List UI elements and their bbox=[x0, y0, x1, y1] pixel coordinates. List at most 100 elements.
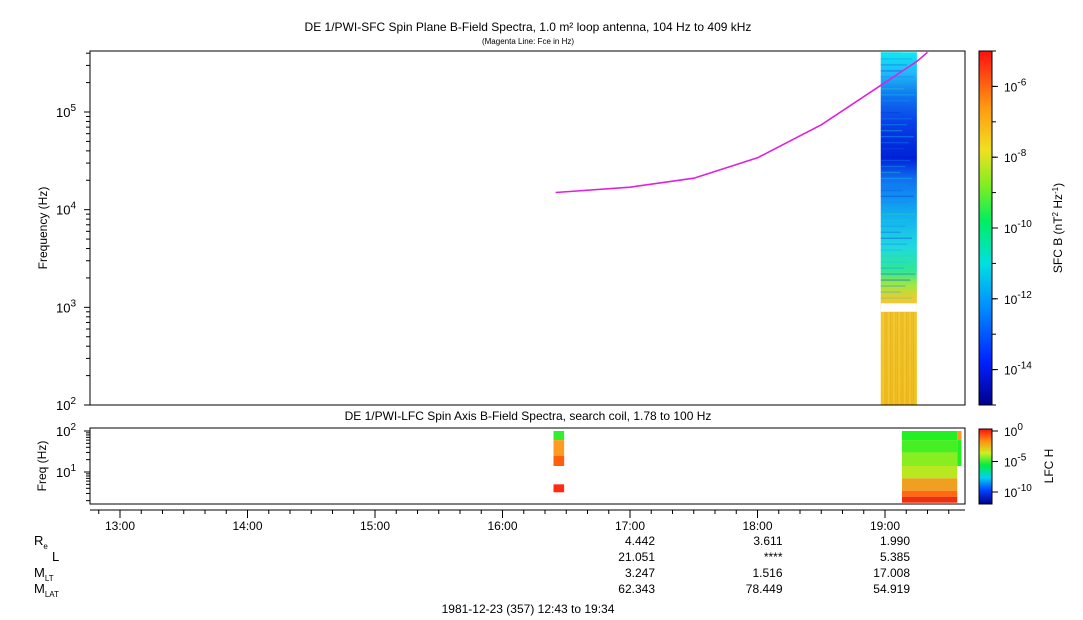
ephemeris-value: 78.449 bbox=[746, 582, 783, 596]
sfc-colorbar bbox=[978, 50, 993, 406]
sfc-spectral-row bbox=[880, 285, 906, 287]
sfc-spectral-row bbox=[880, 231, 901, 233]
ephemeris-value: 21.051 bbox=[618, 550, 655, 564]
sfc-spectral-row bbox=[880, 106, 906, 108]
sfc-spectral-row bbox=[880, 297, 912, 299]
ephemeris-value: 17.008 bbox=[873, 566, 910, 580]
lfc-colorbar-tick-label: 10-5 bbox=[1004, 453, 1027, 470]
sfc-spectral-row bbox=[880, 267, 904, 269]
ephemeris-value: 5.385 bbox=[880, 550, 910, 564]
sfc-spectral-row bbox=[880, 153, 916, 156]
sfc-y-tick-label: 102 bbox=[56, 396, 76, 413]
fce-line bbox=[555, 51, 929, 194]
sfc-spectral-column bbox=[902, 311, 904, 405]
sfc-spectral-column bbox=[905, 311, 907, 405]
sfc-spectral-column bbox=[907, 311, 909, 405]
sfc-y-axis-label: Frequency (Hz) bbox=[36, 187, 50, 270]
sfc-spectral-row bbox=[880, 225, 906, 227]
sfc-spectral-column bbox=[886, 311, 888, 405]
sfc-spectral-column bbox=[889, 311, 891, 405]
sfc-spectral-column bbox=[893, 311, 895, 405]
lfc-colorbar-tick-label: 10-10 bbox=[1004, 483, 1032, 500]
lfc-y-axis: 102 101 bbox=[56, 422, 90, 502]
sfc-spectral-row bbox=[880, 273, 916, 275]
sfc-spectral-row bbox=[880, 207, 904, 210]
lfc-spectral-cell bbox=[902, 440, 958, 453]
ephemeris-value: 1.516 bbox=[752, 566, 782, 580]
lfc-spectral-cell bbox=[902, 466, 958, 479]
sfc-spectral-column bbox=[891, 311, 893, 405]
sfc-spectral-row bbox=[880, 177, 912, 180]
time-axis: 13:00 14:00 15:00 16:00 17:00 18:00 19:00 bbox=[90, 509, 965, 533]
lfc-spectral-cell bbox=[902, 452, 958, 467]
sfc-spectral-row bbox=[880, 70, 903, 72]
sfc-y-tick-label: 105 bbox=[56, 103, 76, 120]
sfc-spectral-column bbox=[904, 311, 906, 405]
sfc-spectral-row bbox=[880, 249, 903, 251]
panel1-title: DE 1/PWI-SFC Spin Plane B-Field Spectra,… bbox=[305, 20, 752, 34]
sfc-spectral-row bbox=[880, 171, 901, 174]
lfc-y-axis-label: Freq (Hz) bbox=[35, 441, 49, 492]
sfc-spectral-row bbox=[880, 213, 916, 216]
sfc-spectral-row bbox=[880, 291, 901, 293]
sfc-spectral-row bbox=[880, 141, 909, 144]
sfc-data-gap bbox=[880, 303, 917, 312]
sfc-y-tick-label: 103 bbox=[56, 298, 76, 315]
sfc-spectral-row bbox=[880, 52, 901, 54]
lfc-colorbar-label: LFC H bbox=[1042, 449, 1056, 484]
sfc-spectral-column bbox=[882, 311, 884, 405]
sfc-spectral-row bbox=[880, 82, 909, 84]
time-tick-label: 16:00 bbox=[487, 519, 517, 533]
ephemeris-value: 62.343 bbox=[618, 582, 655, 596]
ephemeris-value: 3.247 bbox=[625, 566, 655, 580]
ephemeris-row-label: L bbox=[52, 549, 59, 564]
lfc-y-tick-label: 101 bbox=[56, 463, 76, 480]
sfc-spectral-row bbox=[880, 165, 906, 168]
sfc-spectral-column bbox=[895, 311, 897, 405]
ephemeris-row-label: Re bbox=[34, 533, 48, 551]
sfc-spectral-row bbox=[880, 243, 908, 245]
sfc-colorbar-tick-label: 10-12 bbox=[1004, 290, 1032, 307]
sfc-spectral-row bbox=[880, 201, 909, 204]
sfc-spectral-row bbox=[880, 261, 909, 263]
sfc-spectral-row bbox=[880, 129, 903, 132]
lfc-spectral-cell bbox=[902, 490, 958, 497]
lfc-spectral-cell bbox=[553, 484, 565, 493]
lfc-colorbar-tick-label: 100 bbox=[1004, 422, 1023, 439]
sfc-spectral-row bbox=[880, 100, 911, 102]
sfc-spectral-row bbox=[880, 112, 901, 114]
lfc-plot-frame bbox=[89, 427, 966, 505]
lfc-spectral-cell bbox=[957, 431, 962, 441]
sfc-plot-frame bbox=[89, 50, 966, 406]
time-tick-label: 17:00 bbox=[615, 519, 645, 533]
lfc-spectral-cell bbox=[957, 440, 962, 467]
sfc-spectral-row bbox=[880, 189, 903, 192]
sfc-colorbar-tick-label: 10-8 bbox=[1004, 148, 1027, 165]
time-tick-label: 14:00 bbox=[232, 519, 262, 533]
sfc-spectral-column bbox=[909, 311, 911, 405]
sfc-spectral-row bbox=[880, 135, 914, 138]
panel2-title: DE 1/PWI-LFC Spin Axis B-Field Spectra, … bbox=[345, 409, 712, 423]
sfc-spectral-row bbox=[880, 88, 904, 90]
sfc-spectral-row bbox=[880, 147, 904, 150]
sfc-spectral-column bbox=[884, 311, 886, 405]
ephemeris-value: 4.442 bbox=[625, 534, 655, 548]
lfc-spectral-cell bbox=[553, 455, 565, 467]
sfc-spectral-row bbox=[880, 183, 908, 186]
lfc-colorbar-ticks: 100 10-5 10-10 bbox=[992, 422, 1032, 500]
sfc-spectral-row bbox=[880, 118, 912, 120]
panel1-subtitle: (Magenta Line: Fce in Hz) bbox=[482, 37, 574, 46]
sfc-spectral-row bbox=[880, 64, 908, 66]
time-tick-label: 19:00 bbox=[870, 519, 900, 533]
sfc-colorbar-tick-label: 10-6 bbox=[1004, 77, 1027, 94]
time-tick-label: 13:00 bbox=[105, 519, 135, 533]
sfc-spectral-row bbox=[880, 279, 911, 281]
ephemeris-value: 54.919 bbox=[873, 582, 910, 596]
ephemeris-table: Re 4.442 3.611 1.990 L 21.051 **** 5.385 MLT 3.24… bbox=[34, 533, 910, 599]
ephemeris-row-label: MLT bbox=[34, 565, 54, 583]
sfc-colorbar-label: SFC B (nT2 Hz-1) bbox=[1051, 183, 1066, 273]
sfc-spectral-row bbox=[880, 255, 914, 257]
sfc-spectral-column bbox=[900, 311, 902, 405]
time-tick-label: 15:00 bbox=[360, 519, 390, 533]
